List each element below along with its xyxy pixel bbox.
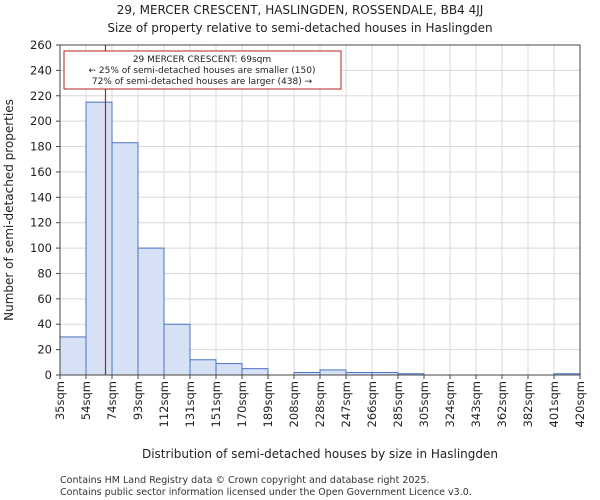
x-tick-label: 343sqm <box>469 381 483 427</box>
x-tick-label: 93sqm <box>131 381 145 420</box>
bar-74sqm <box>111 142 139 376</box>
x-axis-ticks: 35sqm 54sqm 74sqm 93sqm 112sqm 131sqm 151sqm 17… <box>53 375 587 427</box>
y-tick-label: 260 <box>30 38 52 52</box>
bar-131sqm <box>189 359 217 376</box>
annotation-box: 29 MERCER CRESCENT: 69sqm ← 25% of semi-… <box>63 50 342 90</box>
x-tick-label: 170sqm <box>235 381 249 427</box>
bar-170sqm <box>241 368 269 376</box>
x-tick-label: 324sqm <box>443 381 457 427</box>
chart-title: 29, MERCER CRESCENT, HASLINGDEN, ROSSEND… <box>117 3 484 17</box>
x-tick-label: 208sqm <box>287 381 301 427</box>
x-tick-label: 266sqm <box>365 381 379 427</box>
y-axis-label: Number of semi-detached properties <box>2 99 16 321</box>
bar-93sqm <box>137 247 165 376</box>
x-tick-label: 189sqm <box>261 381 275 427</box>
x-tick-label: 420sqm <box>573 381 587 427</box>
x-axis-label: Distribution of semi-detached houses by … <box>142 447 498 461</box>
x-tick-label: 285sqm <box>391 381 405 427</box>
x-tick-label: 151sqm <box>209 381 223 427</box>
y-tick-label: 200 <box>30 114 52 128</box>
x-tick-label: 112sqm <box>157 381 171 427</box>
annotation-line-1: 29 MERCER CRESCENT: 69sqm <box>133 55 271 65</box>
annotation-line-2: ← 25% of semi-detached houses are smalle… <box>89 66 316 76</box>
x-tick-label: 382sqm <box>521 381 535 427</box>
y-tick-label: 140 <box>30 190 52 204</box>
bar-228sqm <box>319 369 347 376</box>
y-tick-label: 240 <box>30 63 52 77</box>
y-tick-label: 100 <box>30 241 52 255</box>
y-tick-label: 80 <box>37 266 52 280</box>
y-tick-label: 20 <box>37 343 52 357</box>
y-tick-label: 220 <box>30 89 52 103</box>
x-tick-label: 54sqm <box>79 381 93 420</box>
y-tick-label: 160 <box>30 165 52 179</box>
x-tick-label: 228sqm <box>313 381 327 427</box>
y-axis-ticks: 0 20 40 60 80 100 120 140 160 180 200 220 240 260 <box>30 38 60 382</box>
y-tick-label: 40 <box>37 317 52 331</box>
x-tick-label: 401sqm <box>547 381 561 427</box>
y-tick-label: 0 <box>45 368 52 382</box>
annotation-line-3: 72% of semi-detached houses are larger (… <box>92 77 313 87</box>
y-tick-label: 180 <box>30 140 52 154</box>
bar-112sqm <box>163 323 191 376</box>
x-tick-label: 74sqm <box>105 381 119 420</box>
chart-subtitle: Size of property relative to semi-detach… <box>107 21 492 35</box>
x-tick-label: 131sqm <box>183 381 197 427</box>
y-tick-label: 60 <box>37 292 52 306</box>
bar-35sqm <box>59 336 87 376</box>
bar-54sqm <box>85 101 113 376</box>
x-tick-label: 362sqm <box>495 381 509 427</box>
x-tick-label: 247sqm <box>339 381 353 427</box>
bars <box>59 101 581 376</box>
plot-frame <box>59 44 581 376</box>
y-tick-label: 120 <box>30 216 52 230</box>
x-tick-label: 305sqm <box>417 381 431 427</box>
x-tick-label: 35sqm <box>53 381 67 420</box>
bar-151sqm <box>215 363 243 376</box>
footer-line-2: Contains public sector information licen… <box>60 487 472 498</box>
footer-line-1: Contains HM Land Registry data © Crown c… <box>60 475 430 486</box>
